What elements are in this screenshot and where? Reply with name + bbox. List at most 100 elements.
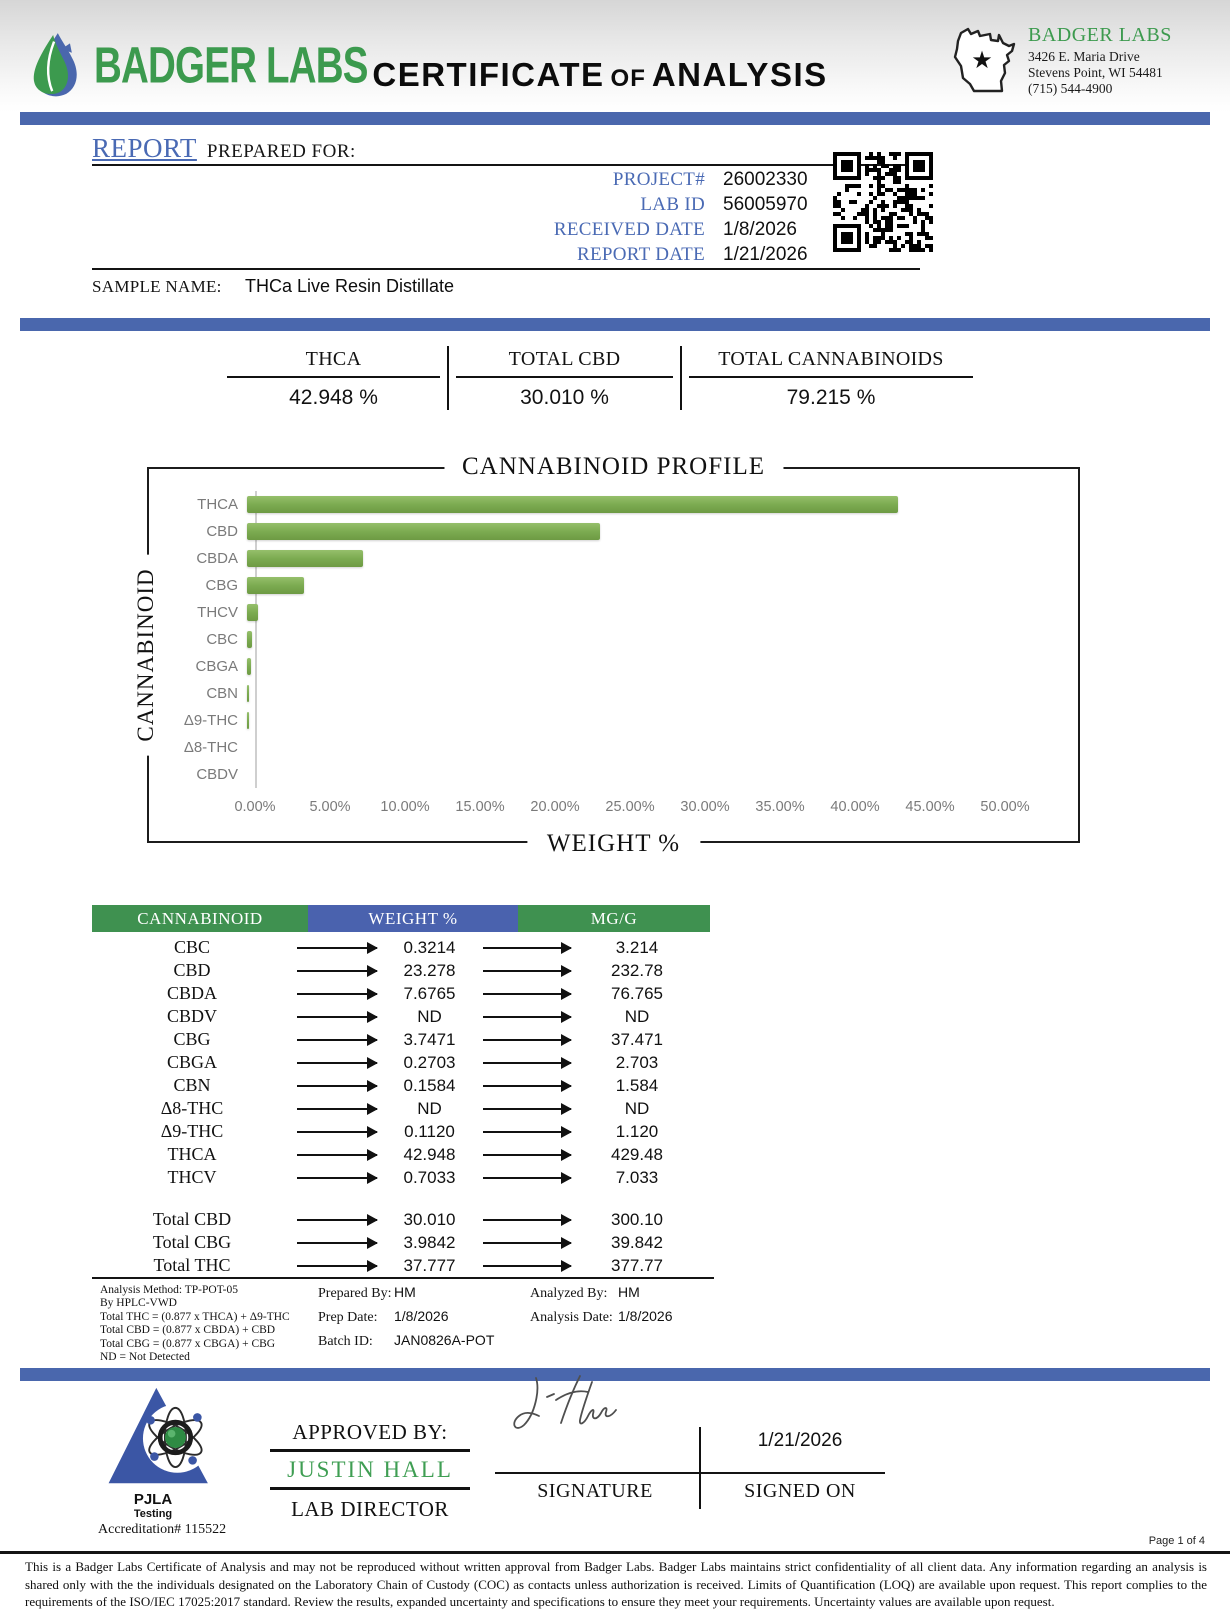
arrow-cell bbox=[477, 1056, 577, 1069]
table-row: Total CBD 30.010 300.10 bbox=[92, 1208, 710, 1231]
page-number: Page 1 of 4 bbox=[1148, 1535, 1205, 1547]
weight-percent-value: 0.2703 bbox=[403, 1052, 456, 1072]
arrow-icon bbox=[297, 1056, 378, 1069]
arrow-cell bbox=[477, 1033, 577, 1046]
prep-date-value: 1/8/2026 bbox=[394, 1308, 449, 1324]
prepared-by-row: Prepared By: HM bbox=[318, 1284, 416, 1301]
analyzed-by-value: HM bbox=[618, 1284, 640, 1300]
chart-bar-track bbox=[247, 658, 1005, 675]
mg-per-g-value: 1.584 bbox=[615, 1075, 659, 1095]
chart-category-label: THCA bbox=[197, 496, 238, 513]
table-row: THCV 0.7033 7.033 bbox=[92, 1166, 710, 1189]
arrow-cell bbox=[477, 1259, 577, 1272]
table-header-mg-g: MG/G bbox=[518, 905, 710, 932]
cannabinoid-table-header: CANNABINOID WEIGHT % MG/G bbox=[92, 905, 710, 932]
lab-id-value: 56005970 bbox=[723, 194, 808, 215]
table-row: CBDV ND ND bbox=[92, 1005, 710, 1028]
arrow-cell bbox=[477, 941, 577, 954]
x-tick-label: 40.00% bbox=[830, 799, 880, 815]
report-date-label: REPORT DATE bbox=[577, 244, 705, 265]
method-line: By HPLC-VWD bbox=[100, 1297, 177, 1310]
signature-label: SIGNATURE bbox=[537, 1480, 653, 1502]
table-row: CBD 23.278 232.78 bbox=[92, 959, 710, 982]
x-tick-label: 0.00% bbox=[234, 799, 276, 815]
arrow-icon bbox=[297, 964, 378, 977]
arrow-icon bbox=[297, 1213, 378, 1226]
chart-category-label: CBGA bbox=[195, 658, 238, 675]
arrow-icon bbox=[297, 941, 378, 954]
arrow-icon bbox=[483, 987, 572, 1000]
cannabinoid-name: THCA bbox=[167, 1144, 217, 1164]
arrow-cell bbox=[292, 1056, 382, 1069]
batch-id-row: Batch ID: JAN0826A-POT bbox=[318, 1332, 495, 1349]
summary-table: THCA 42.948 % TOTAL CBD 30.010 % TOTAL C… bbox=[220, 346, 980, 410]
analysis-date-value: 1/8/2026 bbox=[618, 1308, 673, 1324]
report-section-title: REPORT PREPARED FOR: bbox=[92, 133, 356, 163]
sample-name-row: SAMPLE NAME: THCa Live Resin Distillate bbox=[92, 276, 454, 297]
summary-total-cbd: TOTAL CBD 30.010 % bbox=[447, 346, 680, 410]
cannabinoid-name: CBN bbox=[173, 1075, 211, 1095]
table-row: CBC 0.3214 3.214 bbox=[92, 936, 710, 959]
table-row: CBGA 0.2703 2.703 bbox=[92, 1051, 710, 1074]
qr-code bbox=[833, 152, 933, 252]
logo-wordmark: BADGER LABS bbox=[94, 35, 368, 93]
chart-row: THCV bbox=[149, 599, 1005, 626]
chart-category-label: CBDA bbox=[196, 550, 238, 567]
arrow-icon bbox=[483, 1056, 572, 1069]
arrow-cell bbox=[477, 1213, 577, 1226]
mg-per-g-value: 37.471 bbox=[611, 1029, 663, 1049]
chart-bar bbox=[247, 712, 249, 729]
cannabinoid-name: CBGA bbox=[166, 1052, 217, 1072]
arrow-icon bbox=[297, 1010, 378, 1023]
chart-title: CANNABINOID PROFILE bbox=[443, 453, 784, 481]
arrow-icon bbox=[483, 1148, 572, 1161]
x-tick-label: 25.00% bbox=[605, 799, 655, 815]
arrow-cell bbox=[477, 1171, 577, 1184]
table-row: CBDA 7.6765 76.765 bbox=[92, 982, 710, 1005]
sample-name-label: SAMPLE NAME: bbox=[92, 277, 222, 296]
arrow-cell bbox=[292, 1213, 382, 1226]
x-tick-label: 20.00% bbox=[530, 799, 580, 815]
chart-row: CBC bbox=[149, 626, 1005, 653]
mg-per-g-value: 232.78 bbox=[611, 960, 663, 980]
arrow-icon bbox=[297, 1102, 378, 1115]
divider-line bbox=[92, 268, 920, 270]
arrow-cell bbox=[477, 1125, 577, 1138]
analysis-method-notes: Analysis Method: TP-POT-05 By HPLC-VWD T… bbox=[100, 1284, 290, 1364]
qr-code-image bbox=[833, 152, 933, 252]
analysis-date-row: Analysis Date: 1/8/2026 bbox=[530, 1308, 673, 1325]
weight-percent-value: 3.9842 bbox=[403, 1232, 456, 1252]
cannabinoid-name: THCV bbox=[167, 1167, 217, 1187]
mg-per-g-value: ND bbox=[624, 1006, 650, 1026]
arrow-icon bbox=[483, 1033, 572, 1046]
divider-band bbox=[20, 112, 1210, 125]
arrow-icon bbox=[483, 1010, 572, 1023]
arrow-icon bbox=[483, 1171, 572, 1184]
arrow-cell bbox=[292, 1236, 382, 1249]
weight-percent-value: 0.1120 bbox=[404, 1121, 455, 1141]
disclaimer-text: This is a Badger Labs Certificate of Ana… bbox=[25, 1559, 1207, 1609]
chart-rows: THCA CBD CBDA CBG THCV CBC CBGA CBN Δ9-THC Δ8-THC… bbox=[149, 491, 1005, 788]
pjla-accreditation-logo bbox=[98, 1384, 238, 1494]
table-row: THCA 42.948 429.48 bbox=[92, 1143, 710, 1166]
arrow-icon bbox=[297, 1125, 378, 1138]
arrow-icon bbox=[297, 1171, 378, 1184]
cannabinoid-name: CBD bbox=[173, 960, 211, 980]
approver-title: LAB DIRECTOR bbox=[291, 1497, 449, 1521]
report-date-value: 1/21/2026 bbox=[723, 244, 808, 265]
summary-total-cbd-label: TOTAL CBD bbox=[456, 346, 673, 378]
lab-id-label: LAB ID bbox=[640, 194, 705, 215]
chart-x-axis-label: WEIGHT % bbox=[526, 830, 701, 858]
header: BADGER LABS CERTIFICATE OF ANALYSIS ★ BA… bbox=[0, 0, 1230, 112]
chart-bar-track bbox=[247, 739, 1005, 756]
cannabinoid-profile-chart: CANNABINOID PROFILE CANNABINOID WEIGHT %… bbox=[133, 453, 1080, 858]
mg-per-g-value: 300.10 bbox=[611, 1209, 663, 1229]
arrow-cell bbox=[477, 1148, 577, 1161]
sample-name-value: THCa Live Resin Distillate bbox=[245, 276, 455, 296]
chart-bar-track bbox=[247, 712, 1005, 729]
chart-bar-track bbox=[247, 550, 1005, 567]
cannabinoid-name: CBG bbox=[173, 1029, 211, 1049]
chart-bar-track bbox=[247, 631, 1005, 648]
cannabinoid-name: CBC bbox=[173, 937, 211, 957]
arrow-cell bbox=[292, 1102, 382, 1115]
